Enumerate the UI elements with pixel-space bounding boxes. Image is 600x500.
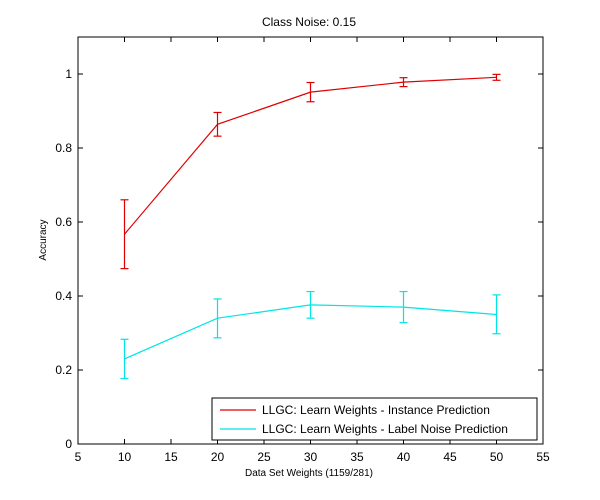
plot-area [77, 36, 544, 445]
series-instance [120, 73, 501, 270]
x-tick-label: 5 [75, 450, 82, 464]
y-axis: 0 0.2 0.4 0.6 0.8 1 [55, 67, 543, 451]
legend-label-instance: LLGC: Learn Weights - Instance Predictio… [262, 403, 490, 417]
error-bar [492, 73, 501, 81]
x-axis-title: Data Set Weights (1159/281) [245, 468, 373, 479]
chart-title: Class Noise: 0.15 [262, 15, 356, 29]
legend-label-label-noise: LLGC: Learn Weights - Label Noise Predic… [262, 422, 508, 436]
y-tick-label: 0.2 [55, 363, 72, 377]
error-bar [306, 290, 315, 319]
y-tick-label: 1 [65, 67, 72, 81]
x-tick-label: 15 [164, 450, 178, 464]
series-label-noise [120, 290, 501, 380]
x-tick-label: 35 [350, 450, 364, 464]
error-bar [399, 77, 408, 88]
x-axis: 5 10 15 20 25 30 35 40 45 50 55 [75, 37, 550, 464]
legend: LLGC: Learn Weights - Instance Predictio… [211, 397, 538, 441]
y-tick-label: 0.8 [55, 141, 72, 155]
error-bar [120, 199, 129, 270]
y-axis-title: Accuracy [38, 219, 49, 260]
x-tick-label: 20 [211, 450, 225, 464]
series-layer [120, 73, 501, 380]
x-tick-label: 40 [397, 450, 411, 464]
error-bar [213, 111, 222, 137]
error-bar [399, 290, 408, 324]
legend-box [211, 397, 538, 441]
x-tick-label: 10 [118, 450, 132, 464]
x-tick-label: 55 [536, 450, 550, 464]
error-bar [213, 298, 222, 339]
x-tick-label: 45 [443, 450, 457, 464]
error-bar [120, 338, 129, 380]
x-tick-label: 50 [490, 450, 504, 464]
error-bar [492, 294, 501, 335]
y-tick-label: 0.6 [55, 215, 72, 229]
x-tick-label: 25 [257, 450, 271, 464]
error-bar [306, 81, 315, 103]
y-tick-label: 0 [65, 437, 72, 451]
x-tick-label: 30 [304, 450, 318, 464]
y-tick-label: 0.4 [55, 289, 72, 303]
